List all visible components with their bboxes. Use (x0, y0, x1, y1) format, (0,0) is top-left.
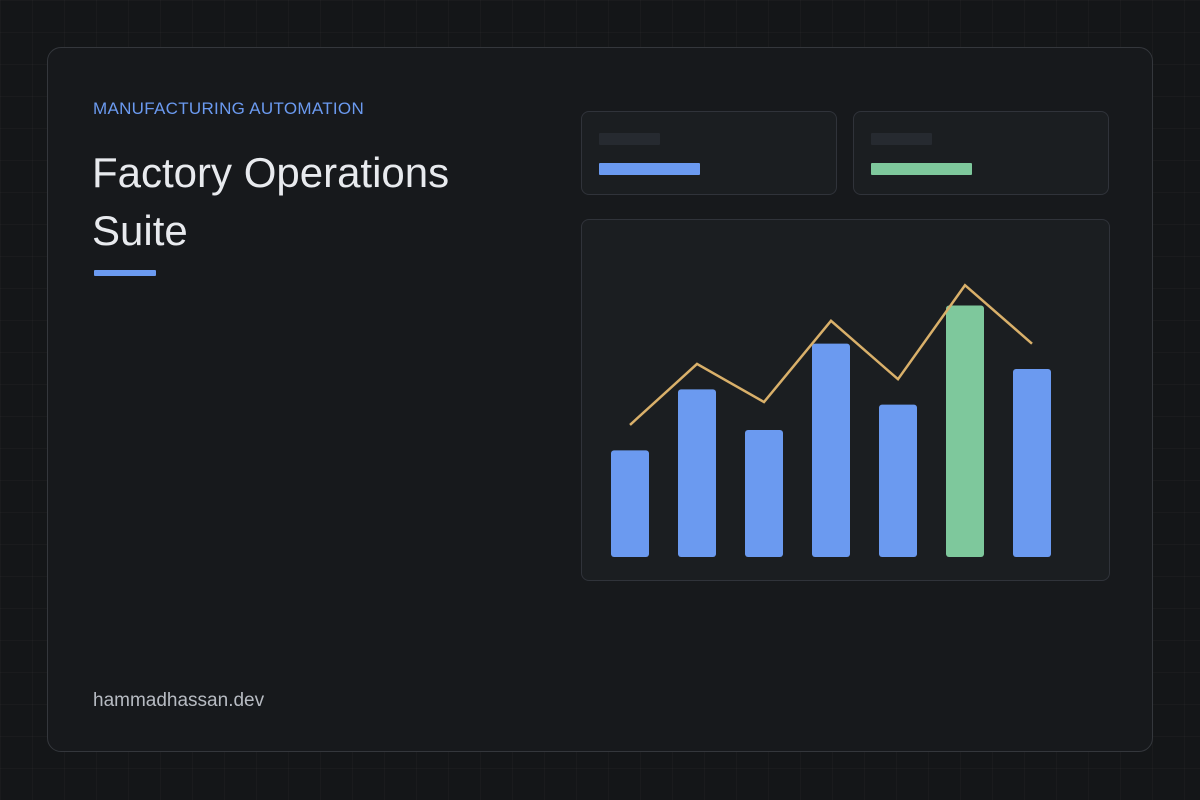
title-line-1: Factory Operations (92, 149, 450, 196)
chart-panel (581, 219, 1110, 581)
bar-line-chart (611, 283, 1051, 557)
site-url: hammadhassan.dev (93, 690, 265, 711)
chart-bar-4 (812, 343, 850, 557)
chart-bar-5 (879, 404, 917, 557)
stat-card-1 (581, 111, 837, 195)
page-title: Factory Operations Suite (92, 144, 532, 260)
chart-trend-line (629, 283, 1033, 426)
stat-card-2 (853, 111, 1109, 195)
hero-card: MANUFACTURING AUTOMATION Factory Operati… (47, 47, 1153, 752)
title-accent-bar (94, 270, 156, 276)
chart-bar-7 (1013, 369, 1051, 557)
eyebrow-label: MANUFACTURING AUTOMATION (93, 99, 365, 118)
chart-bar-3 (745, 430, 783, 557)
chart-bar-2 (678, 389, 716, 557)
stat-card-bar (599, 163, 700, 175)
chart-bar-6 (946, 305, 984, 557)
chart-bar-1 (611, 450, 649, 557)
title-line-2: Suite (92, 207, 188, 254)
stat-card-label-placeholder (599, 133, 660, 145)
stat-card-label-placeholder (871, 133, 932, 145)
stat-card-bar (871, 163, 972, 175)
